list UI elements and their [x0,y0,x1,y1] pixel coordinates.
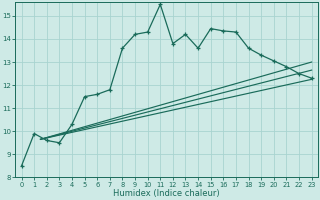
X-axis label: Humidex (Indice chaleur): Humidex (Indice chaleur) [113,189,220,198]
